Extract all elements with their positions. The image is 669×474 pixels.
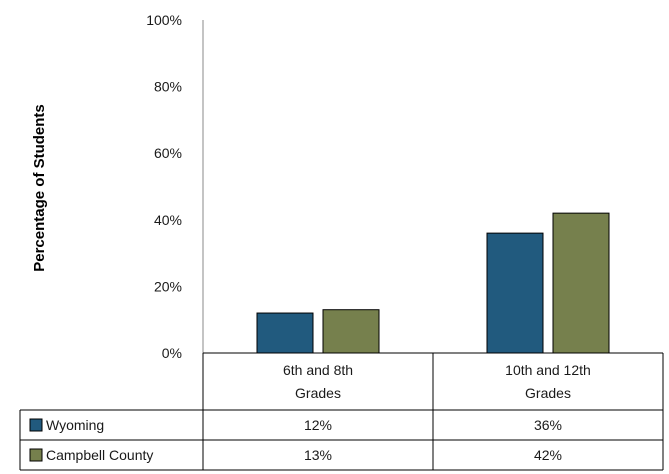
data-label: 13% <box>304 447 332 463</box>
y-tick-label: 0% <box>162 345 182 361</box>
y-tick-label: 40% <box>154 212 182 228</box>
bar <box>486 232 544 354</box>
bar <box>552 212 610 354</box>
y-axis-label: Percentage of Students <box>31 104 48 272</box>
y-tick-label: 60% <box>154 145 182 161</box>
bar <box>322 309 380 354</box>
legend-swatch <box>29 418 43 432</box>
data-label: 42% <box>534 447 562 463</box>
bars <box>256 212 610 354</box>
legend-swatch <box>29 448 43 462</box>
y-tick-label: 80% <box>154 79 182 95</box>
legend-label: Wyoming <box>46 417 104 433</box>
legend-label: Campbell County <box>46 447 153 463</box>
data-label: 36% <box>534 417 562 433</box>
data-table: 6th and 8th Grades 10th and 12th Grades Wyom… <box>19 352 664 471</box>
y-tick-label: 100% <box>146 12 182 28</box>
y-tick-label: 20% <box>154 278 182 294</box>
category-label: Grades <box>295 385 341 401</box>
category-label: 6th and 8th <box>283 362 353 378</box>
y-axis: 0% 20% 40% 60% 80% 100% <box>146 12 204 361</box>
bar <box>256 312 314 354</box>
category-label: Grades <box>525 385 571 401</box>
category-label: 10th and 12th <box>505 362 591 378</box>
data-label: 12% <box>304 417 332 433</box>
